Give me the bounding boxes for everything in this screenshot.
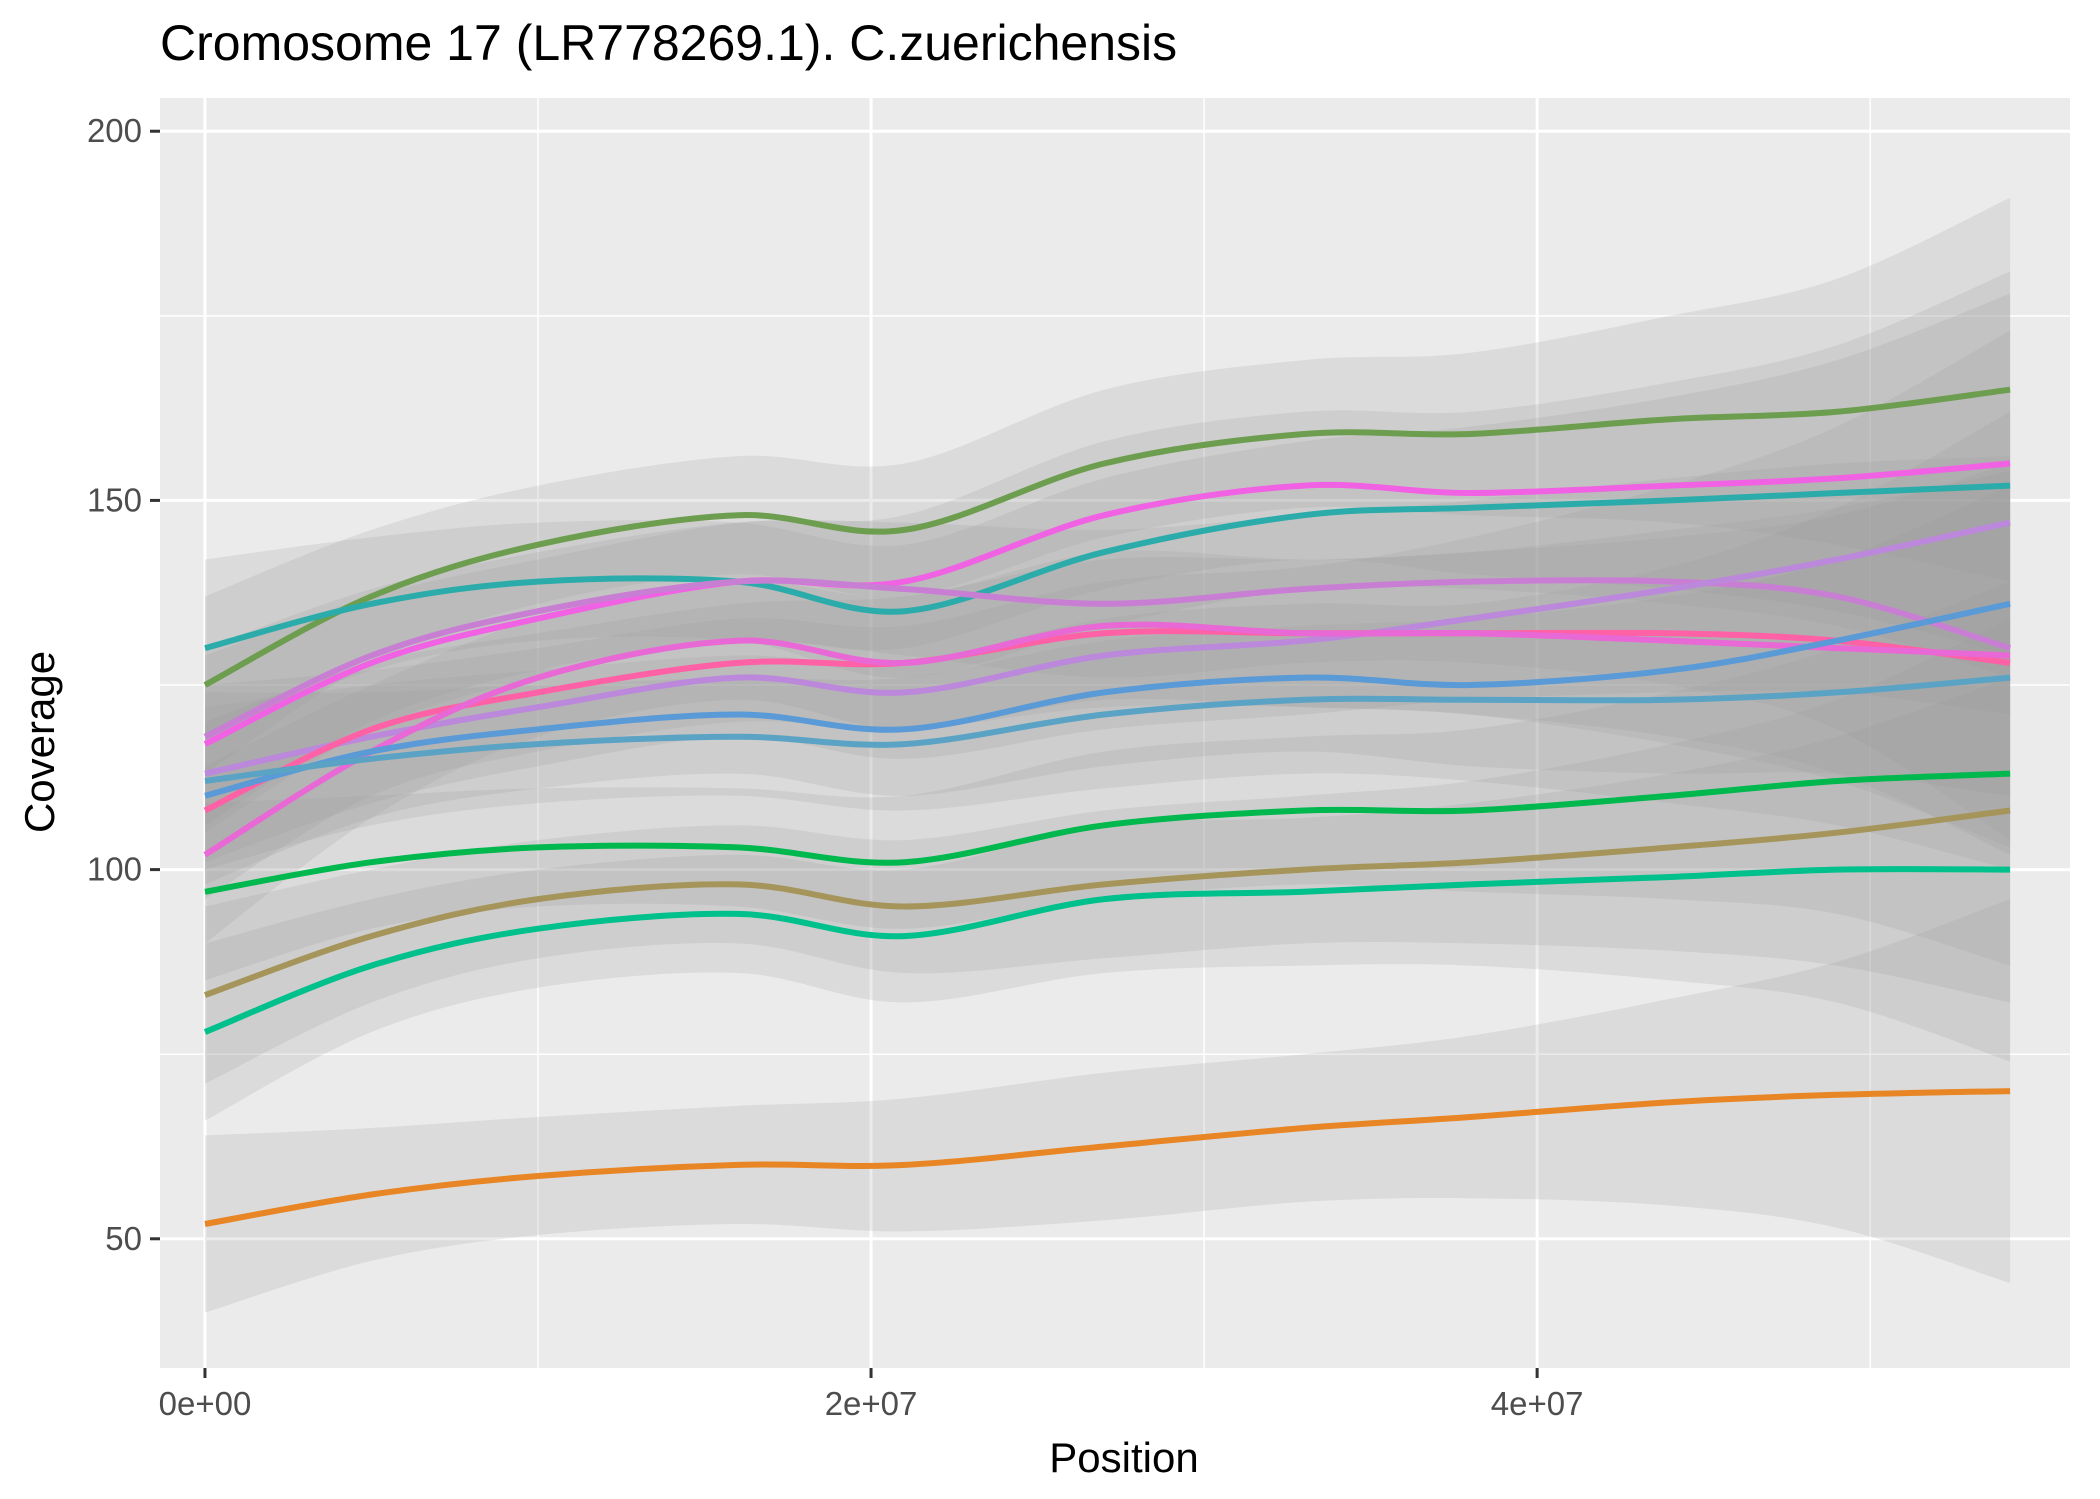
series-lines [203, 386, 2011, 1227]
minor-gridlines [160, 98, 2070, 1368]
y-tick-label: 150 [87, 481, 142, 518]
series-line [203, 628, 2011, 814]
y-axis-title: Coverage [16, 651, 63, 833]
series-line [204, 600, 2011, 799]
series-line [204, 482, 2011, 651]
series-line [203, 621, 2011, 858]
series-line [203, 386, 2011, 688]
x-tick-label: 4e+07 [1491, 1385, 1584, 1422]
chart-title: Cromosome 17 (LR778269.1). C.zuerichensi… [160, 15, 1177, 71]
x-tick-label: 0e+00 [159, 1385, 252, 1422]
series-confidence-ribbon [205, 618, 2011, 1084]
series-line [204, 674, 2011, 784]
series-line [204, 770, 2011, 895]
x-axis-title: Position [1049, 1434, 1198, 1481]
x-tick-label: 2e+07 [825, 1385, 918, 1422]
series-line [203, 807, 2011, 998]
series-confidence-ribbon [205, 197, 2011, 774]
x-axis: 0e+00 2e+07 4e+07 [159, 1368, 1584, 1422]
series-confidence-ribbon [205, 485, 2011, 870]
y-tick-label: 100 [87, 851, 142, 888]
series-line [204, 1088, 2011, 1227]
series-confidence-ribbon [205, 411, 2011, 885]
series-confidence-ribbon [205, 330, 2011, 863]
major-gridlines [160, 98, 2070, 1368]
y-axis: 50 100 150 200 [87, 112, 160, 1257]
series-line [203, 460, 2011, 747]
series-confidence-ribbon [205, 463, 2011, 944]
series-line [203, 866, 2011, 1035]
y-tick-label: 200 [87, 112, 142, 149]
y-tick-label: 50 [105, 1220, 142, 1257]
series-confidence-ribbon [205, 456, 2011, 841]
series-line [204, 519, 2011, 777]
series-confidence-ribbon [205, 899, 2011, 1313]
